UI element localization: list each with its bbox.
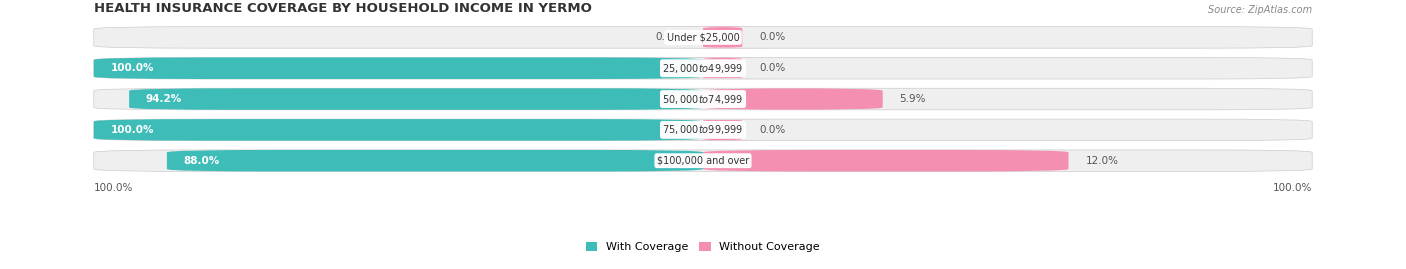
Text: 100.0%: 100.0% (111, 63, 155, 73)
FancyBboxPatch shape (94, 58, 703, 79)
FancyBboxPatch shape (672, 119, 773, 141)
Text: $25,000 to $49,999: $25,000 to $49,999 (662, 62, 744, 75)
Text: 12.0%: 12.0% (1085, 156, 1118, 166)
Text: 100.0%: 100.0% (1272, 183, 1312, 193)
FancyBboxPatch shape (94, 58, 1312, 79)
Text: $100,000 and over: $100,000 and over (657, 156, 749, 166)
FancyBboxPatch shape (703, 150, 1069, 172)
Text: Under $25,000: Under $25,000 (666, 32, 740, 43)
Text: 5.9%: 5.9% (900, 94, 927, 104)
Text: 0.0%: 0.0% (655, 32, 682, 43)
Legend: With Coverage, Without Coverage: With Coverage, Without Coverage (582, 238, 824, 257)
FancyBboxPatch shape (703, 88, 883, 110)
FancyBboxPatch shape (672, 27, 773, 48)
Text: 0.0%: 0.0% (759, 125, 786, 135)
Text: 94.2%: 94.2% (146, 94, 183, 104)
Text: $75,000 to $99,999: $75,000 to $99,999 (662, 123, 744, 136)
Text: Source: ZipAtlas.com: Source: ZipAtlas.com (1208, 5, 1312, 15)
Text: 0.0%: 0.0% (759, 63, 786, 73)
Text: $50,000 to $74,999: $50,000 to $74,999 (662, 93, 744, 105)
FancyBboxPatch shape (94, 88, 1312, 110)
FancyBboxPatch shape (167, 150, 703, 172)
FancyBboxPatch shape (94, 27, 1312, 48)
FancyBboxPatch shape (94, 119, 703, 141)
FancyBboxPatch shape (672, 58, 773, 79)
FancyBboxPatch shape (129, 88, 703, 110)
Text: 100.0%: 100.0% (111, 125, 155, 135)
FancyBboxPatch shape (94, 150, 1312, 172)
Text: 88.0%: 88.0% (184, 156, 219, 166)
Text: 0.0%: 0.0% (759, 32, 786, 43)
Text: HEALTH INSURANCE COVERAGE BY HOUSEHOLD INCOME IN YERMO: HEALTH INSURANCE COVERAGE BY HOUSEHOLD I… (94, 2, 592, 15)
Text: 100.0%: 100.0% (94, 183, 134, 193)
FancyBboxPatch shape (94, 119, 1312, 141)
